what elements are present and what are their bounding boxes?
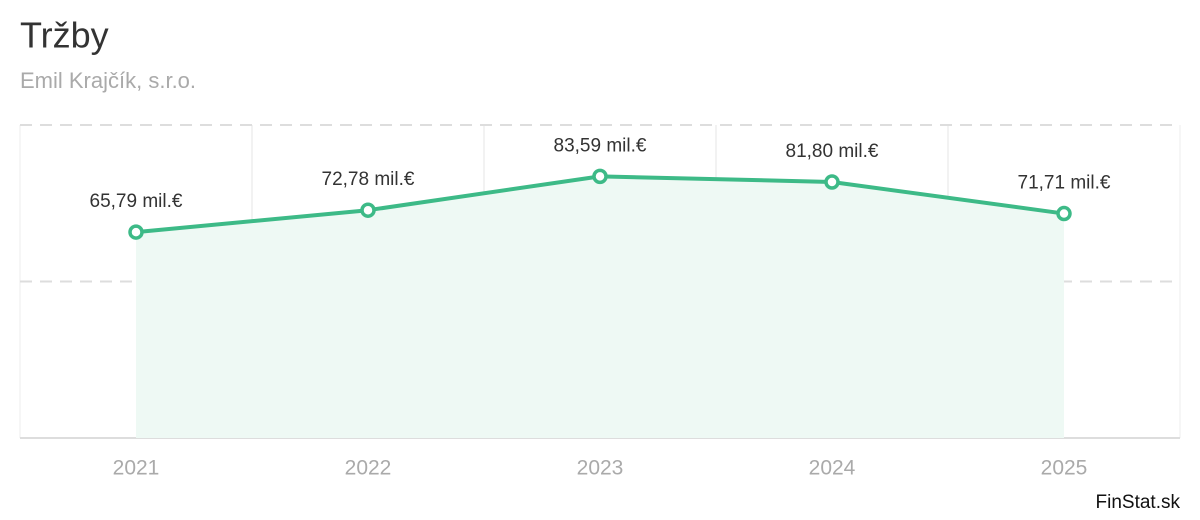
x-tick-label: 2021	[113, 457, 160, 480]
point	[128, 224, 144, 240]
data-label: 81,80 mil.€	[786, 141, 879, 162]
data-label: 72,78 mil.€	[322, 169, 415, 190]
x-tick-label: 2025	[1041, 457, 1088, 480]
x-tick-label: 2024	[809, 457, 856, 480]
chart-subtitle: Emil Krajčík, s.r.o.	[20, 68, 196, 93]
data-label: 65,79 mil.€	[90, 191, 183, 212]
credit: FinStat.sk	[1096, 492, 1181, 513]
point	[824, 174, 840, 190]
point	[360, 202, 376, 218]
data-label: 83,59 mil.€	[554, 135, 647, 156]
point	[1056, 205, 1072, 222]
x-tick-label: 2023	[577, 457, 624, 480]
data-label: 71,71 mil.€	[1018, 173, 1111, 194]
chart-title: Tržby	[20, 15, 109, 56]
point	[592, 168, 608, 185]
area-fill	[136, 176, 1064, 439]
x-tick-label: 2022	[345, 457, 392, 480]
